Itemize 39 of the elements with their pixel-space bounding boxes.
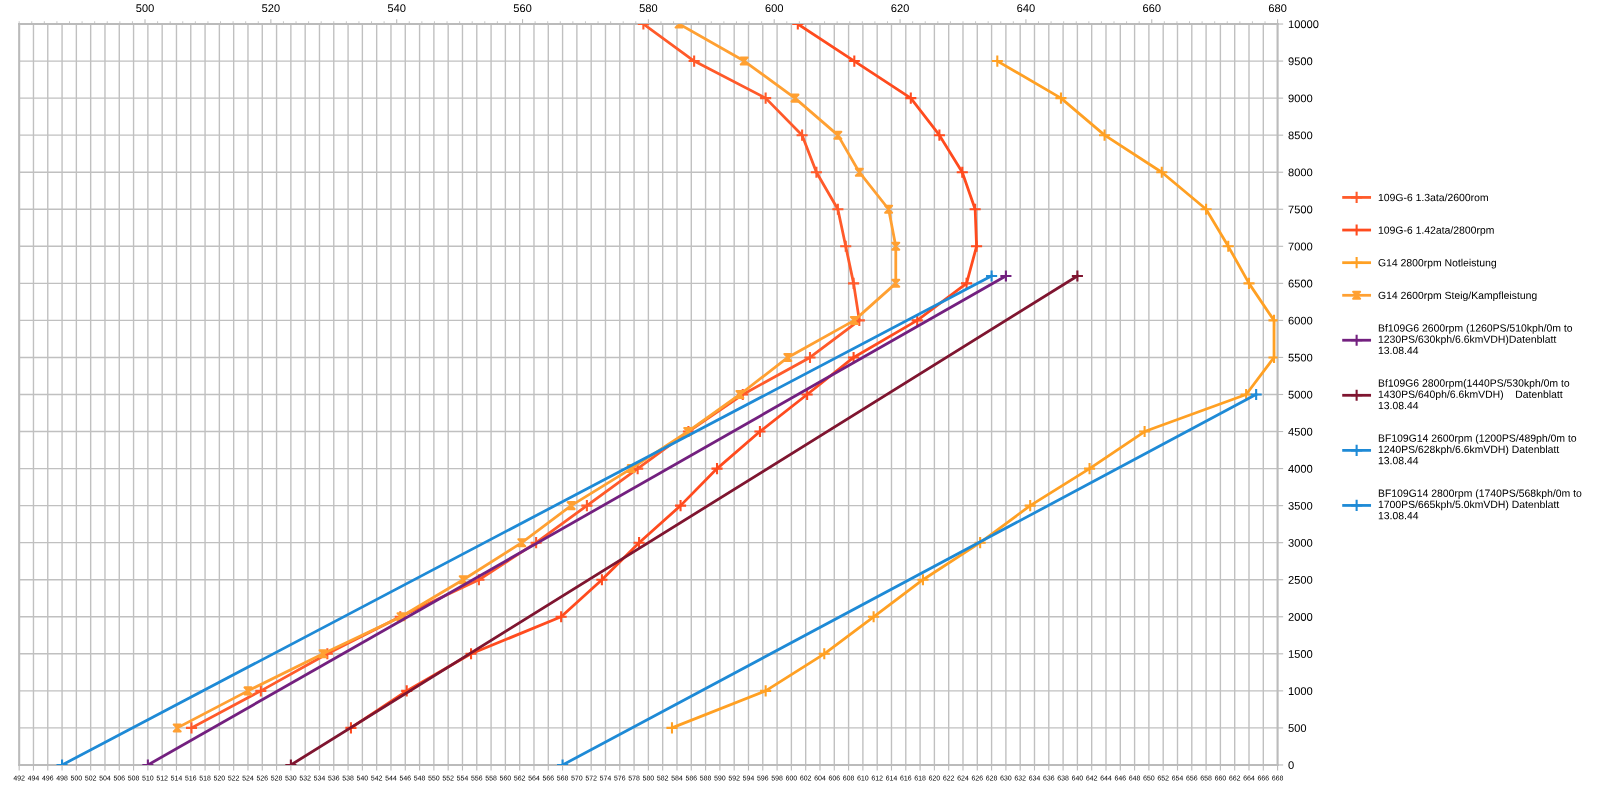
x2-tick-label: 620 (891, 4, 909, 13)
legend-label: Bf109G6 2600rpm (1260PS/510kph/0m to 1230PS/630kph/6.6kmVDH)Datenblatt 13.08.44 (1378, 324, 1573, 355)
x2-tick-label: 540 (387, 4, 406, 13)
x2-tick-label: 580 (639, 4, 658, 13)
y-tick-label: 9000 (1288, 94, 1313, 103)
legend-label: Bf109G6 2800rpm(1440PS/530kph/0m to 1430PS/640ph/6.6kmVDH) Datenblatt 13.08.44 (1378, 379, 1570, 410)
y-tick-label: 3000 (1288, 538, 1313, 547)
legend-label: BF109G14 2600rpm (1200PS/489ph/0m to 1240PS/628kph/6.6kmVDH) Datenblatt 13.08.44 (1378, 434, 1577, 465)
y-tick-label: 6000 (1288, 316, 1313, 325)
x2-tick-label: 640 (1017, 4, 1035, 13)
y-tick-label: 1000 (1288, 687, 1313, 695)
y-tick-label: 1500 (1288, 650, 1313, 658)
y-tick-label: 2000 (1288, 613, 1313, 621)
y-tick-label: 7500 (1288, 205, 1313, 214)
y-tick-label: 9500 (1288, 57, 1313, 66)
y-tick-label: 500 (1288, 724, 1307, 733)
legend-label: 109G-6 1.42ata/2800rpm (1378, 226, 1494, 236)
x2-tick-label: 560 (513, 4, 532, 13)
y-tick-label: 2500 (1288, 575, 1313, 584)
legend-label: G14 2600rpm Steig/Kampfleistung (1378, 291, 1537, 302)
y-tick-label: 0 (1288, 761, 1294, 770)
y-tick-label: 8500 (1288, 131, 1313, 140)
y-tick-label: 4000 (1288, 464, 1313, 473)
y-tick-label: 8000 (1288, 168, 1313, 177)
y-tick-label: 3500 (1288, 501, 1313, 510)
x2-tick-label: 680 (1268, 4, 1287, 13)
x2-tick-label: 600 (765, 4, 784, 13)
x2-tick-label: 660 (1143, 4, 1161, 13)
legend-label: BF109G14 2800rpm (1740PS/568kph/0m to 1700PS/665kph/5.0kmVDH) Datenblatt 13.08.44 (1378, 489, 1582, 520)
y-tick-label: 7000 (1288, 242, 1313, 251)
y-tick-label: 5000 (1288, 390, 1313, 399)
legend-label: G14 2800rpm Notleistung (1378, 258, 1497, 269)
legend-label: 109G-6 1.3ata/2600rom (1378, 193, 1488, 202)
y-tick-label: 10000 (1288, 20, 1319, 29)
y-tick-label: 5500 (1288, 353, 1313, 362)
x2-tick-label: 500 (136, 4, 154, 13)
y-tick-label: 4500 (1288, 427, 1313, 436)
y-tick-label: 6500 (1288, 279, 1313, 288)
x2-tick-label: 520 (262, 4, 280, 13)
